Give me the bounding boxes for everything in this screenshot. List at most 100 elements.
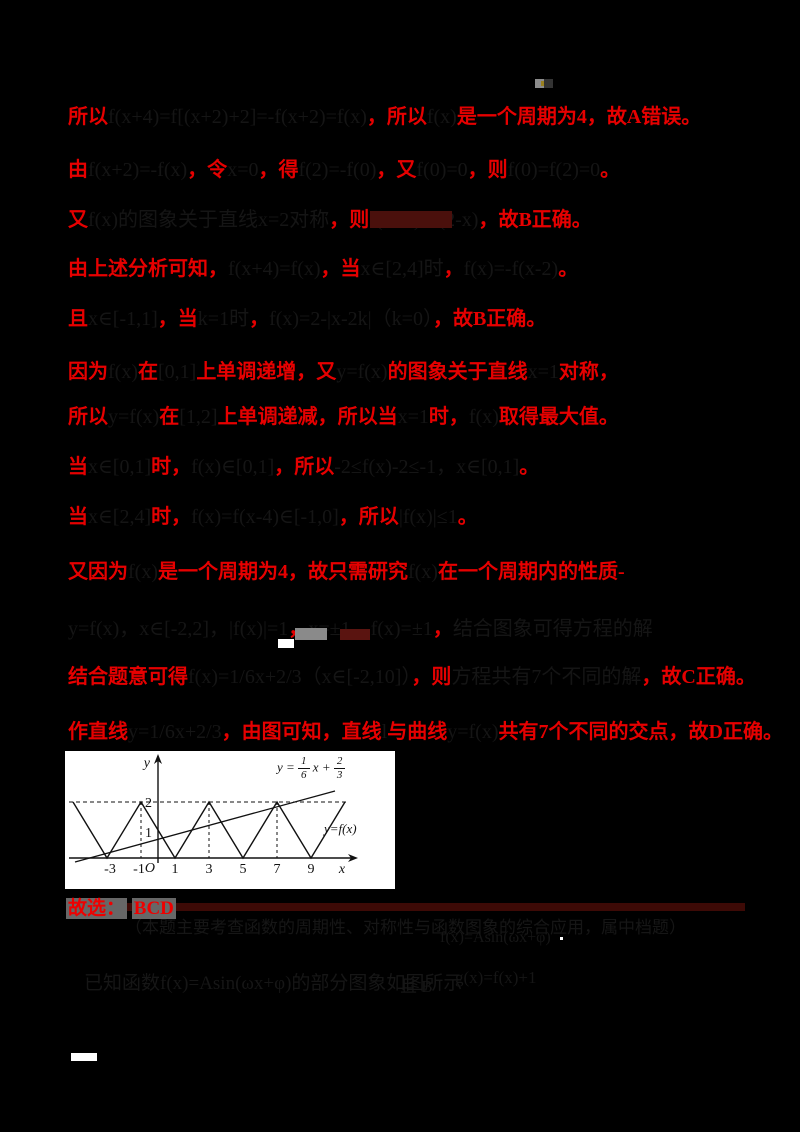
math-text: [1,2] — [179, 406, 218, 428]
math-text: f(x)=-f(x-2) — [463, 258, 559, 280]
highlight-text: 。 — [457, 506, 478, 528]
highlight-text: 所以 — [68, 106, 108, 128]
math-text: f(x) — [426, 106, 457, 128]
maroon-smudge-2 — [340, 629, 370, 640]
math-text: 结合图象可得方程的解 — [452, 618, 653, 640]
math-text: x∈[0,1] — [88, 456, 152, 478]
highlight-text: 在一个周期内的性质- — [437, 561, 625, 583]
highlight-text: ，所以 — [274, 456, 335, 478]
math-text: x=1 — [397, 406, 429, 428]
highlight-text: 上单调递减，所以当 — [217, 406, 398, 428]
white-smudge — [278, 639, 294, 648]
text-line: 又f(x)的图象关于直线x=2对称，则f(2+x)=f(2-x)，故B正确。 — [68, 203, 592, 237]
highlight-text: 时， — [151, 456, 192, 478]
math-text: x∈[-1,1] — [88, 308, 158, 330]
math-text: f(x)的图象关于直线x=2对称 — [88, 209, 330, 231]
highlight-text: 对称， — [558, 361, 619, 383]
graph-canvas: y 2 1 O -3 -1 1 3 5 7 9 x — [69, 754, 358, 877]
white-speck — [560, 937, 563, 940]
grey-smudge — [295, 628, 327, 640]
math-text: f(x)=2-|x-2k|（k=0） — [269, 308, 433, 330]
corner-mark-yellow — [541, 81, 544, 86]
math-text: f(2)=-f(0) — [298, 159, 377, 181]
text-line: 所以f(x+4)=f[(x+2)+2]=-f(x+2)=f(x)，所以f(x)是… — [68, 100, 701, 134]
highlight-text: ，得 — [258, 159, 299, 181]
math-text: f(x+2)=-f(x) — [88, 159, 188, 181]
math-text: f(x)∈[0,1] — [191, 456, 275, 478]
highlight-text: ，所以 — [338, 506, 399, 528]
ytick-1: 1 — [145, 826, 152, 841]
highlight-text: ，则 — [467, 159, 508, 181]
highlight-text: 。 — [558, 258, 579, 280]
highlight-text: 时， — [151, 506, 192, 528]
highlight-text: 取得最大值。 — [498, 406, 619, 428]
highlight-text: ，则 — [411, 666, 452, 688]
math-text: f(0)=0 — [416, 159, 468, 181]
highlight-text: 。 — [600, 159, 621, 181]
maroon-smudge — [370, 211, 452, 228]
highlight-text: ，又 — [376, 159, 417, 181]
answer-line: 故选： BCD — [66, 893, 176, 920]
highlight-text: 又 — [68, 209, 88, 231]
math-text: x∈[2,4]时 — [360, 258, 444, 280]
xtick-9: 9 — [308, 862, 315, 877]
highlight-text: ，所以 — [366, 106, 427, 128]
xtick-neg1: -1 — [133, 862, 145, 877]
highlight-text: 的图象关于直线 — [387, 361, 528, 383]
highlight-text: ，则 — [329, 209, 370, 231]
highlight-text: ， — [432, 308, 453, 330]
answer-prefix: 故选： — [66, 898, 128, 919]
x-axis-arrow-icon — [348, 854, 358, 862]
xtick-7: 7 — [274, 862, 281, 877]
curve-label: y=f(x) — [324, 821, 357, 836]
page-number-bar — [71, 1053, 97, 1061]
math-text: f(x) — [407, 561, 438, 583]
highlight-text: 由 — [68, 159, 88, 181]
highlight-text: 由上述分析可知， — [68, 258, 228, 280]
corner-mark — [535, 79, 544, 88]
highlight-text: ，当 — [320, 258, 361, 280]
highlight-text: ，故B正确。 — [478, 209, 592, 231]
equation-mid: x + — [312, 759, 331, 775]
highlight-text: ， — [432, 618, 453, 640]
math-text: -2≤f(x)-2≤-1，x∈[0,1] — [334, 456, 520, 478]
highlight-text: 共有7个不同的交点，故D正确。 — [498, 721, 783, 743]
math-text: y=f(x) — [108, 406, 160, 428]
math-text: x=1 — [527, 361, 559, 383]
straight-line — [74, 790, 336, 863]
highlight-text: 与曲线 — [387, 721, 448, 743]
math-text: |f(x)|≤1 — [398, 506, 458, 528]
highlight-text: ， — [249, 308, 270, 330]
highlight-text: 结合题意可得 — [68, 666, 188, 688]
math-text: x=0 — [227, 159, 259, 181]
math-text: l — [381, 721, 388, 743]
xtick-5: 5 — [240, 862, 247, 877]
faint-next-problem-right: g(x)=f(x)+1 — [455, 968, 537, 987]
highlight-text: 当 — [68, 456, 88, 478]
text-line: 由f(x+2)=-f(x)，令x=0，得f(2)=-f(0)，又f(0)=0，则… — [68, 153, 620, 187]
y-axis-label: y — [142, 756, 151, 771]
text-line: 当x∈[0,1]时，f(x)∈[0,1]，所以-2≤f(x)-2≤-1，x∈[0… — [68, 450, 539, 484]
origin-label: O — [145, 861, 155, 876]
text-line: 且x∈[-1,1]，当k=1时，f(x)=2-|x-2k|（k=0），故B正确。 — [68, 302, 546, 336]
highlight-text: ，当 — [157, 308, 198, 330]
ytick-2: 2 — [145, 796, 152, 811]
math-text: f(x+4)=f(x) — [228, 258, 321, 280]
highlight-text: ，由图可知，直线 — [221, 721, 382, 743]
math-text: y=f(x) — [336, 361, 388, 383]
math-text: 方程共有7个不同的解 — [451, 666, 642, 688]
x-axis-label: x — [338, 862, 346, 877]
faint-note-row: （本题主要考查函数的周期性、对称性与函数图象的综合应用，属中档题） — [125, 918, 686, 937]
text-line: 结合题意可得f(x)=1/6x+2/3（x∈[-2,10]），则方程共有7个不同… — [68, 660, 756, 694]
xtick-1: 1 — [172, 862, 179, 877]
math-text: f(x+4)=f[(x+2)+2]=-f(x+2)=f(x) — [108, 106, 367, 128]
highlight-text: 故B正确。 — [452, 308, 547, 330]
faint-next-problem-left: 已知函数f(x)=Asin(ωx+φ)的部分图象如图所示 — [84, 973, 463, 994]
highlight-text: 在 — [137, 361, 158, 383]
highlight-text: 在 — [159, 406, 180, 428]
math-text: y=1/6x+2/3 — [128, 721, 222, 743]
highlight-text: 上单调递增，又 — [196, 361, 337, 383]
